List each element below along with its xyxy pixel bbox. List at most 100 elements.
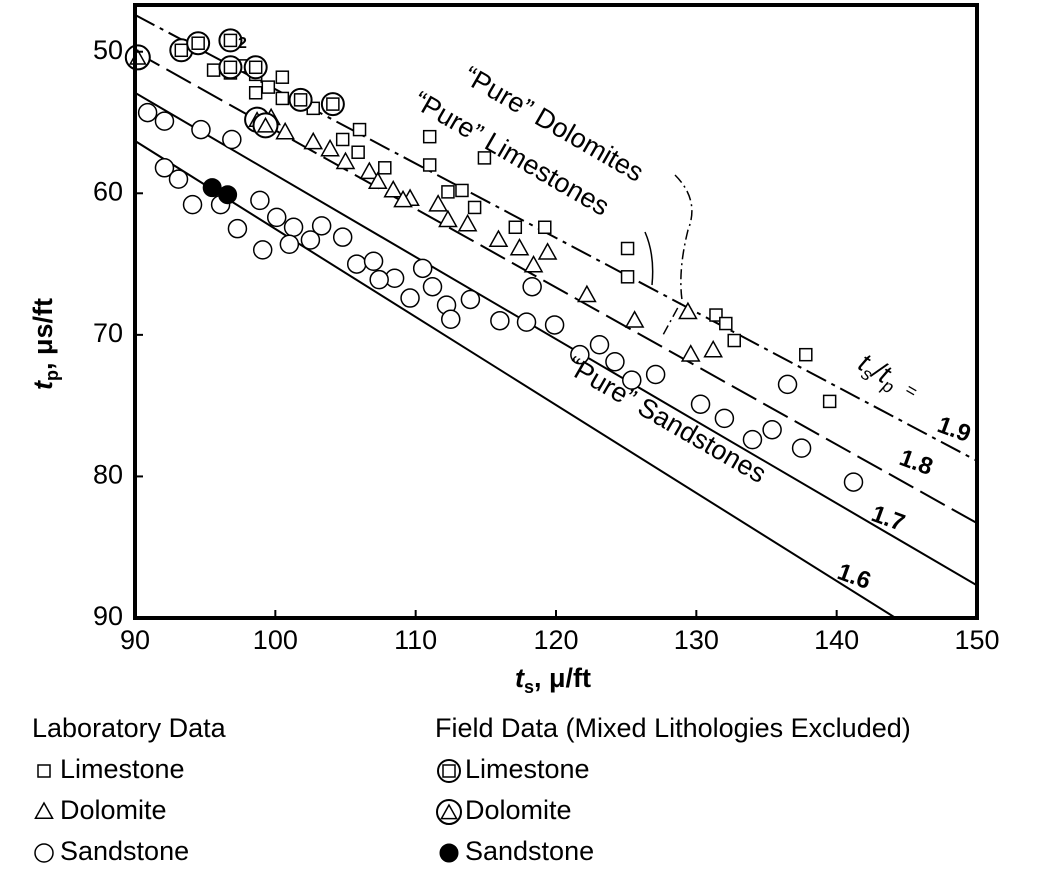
marker-dot bbox=[202, 178, 222, 198]
marker-triangle bbox=[34, 801, 54, 820]
marker-square bbox=[727, 333, 741, 348]
marker-circle bbox=[690, 394, 711, 414]
marker-part bbox=[422, 129, 437, 144]
marker-part bbox=[137, 102, 158, 123]
ratio-label: ts/tp = bbox=[852, 347, 924, 408]
marker-circle bbox=[227, 218, 248, 239]
marker-part bbox=[182, 194, 203, 215]
marker-part bbox=[369, 269, 389, 290]
marker-square bbox=[441, 185, 455, 199]
marker-part bbox=[275, 91, 290, 106]
line-label: 1.7 bbox=[868, 500, 909, 537]
x-tick-label: 120 bbox=[533, 625, 578, 655]
marker-circle bbox=[279, 234, 300, 255]
marker-triangle bbox=[680, 344, 701, 362]
marker-part bbox=[488, 229, 509, 248]
marker-part bbox=[412, 258, 433, 279]
marker-part bbox=[168, 169, 189, 189]
marker-triangle bbox=[457, 213, 478, 232]
marker-part bbox=[191, 119, 211, 140]
marker-part bbox=[690, 394, 711, 414]
marker-circle bbox=[742, 429, 763, 450]
marker-part bbox=[791, 438, 812, 458]
legend: Limestone Dolomite Sandstone Limestone Dolom… bbox=[34, 754, 594, 866]
marker-part bbox=[762, 419, 782, 440]
legend-title: Laboratory Data bbox=[32, 713, 227, 743]
marker-triangle bbox=[703, 339, 724, 358]
marker-triangle bbox=[393, 189, 413, 208]
marker-part bbox=[378, 161, 392, 175]
marker-part bbox=[544, 315, 565, 335]
y-tick-label: 80 bbox=[93, 460, 123, 490]
marker-part bbox=[455, 183, 469, 198]
marker-triangle bbox=[335, 151, 356, 170]
marker-part bbox=[266, 207, 287, 228]
line-label: 1.9 bbox=[934, 411, 975, 448]
marker-part bbox=[367, 171, 388, 190]
marker-part bbox=[428, 194, 448, 212]
marker-square bbox=[620, 270, 635, 284]
marker-circle bbox=[300, 230, 321, 250]
marker-part bbox=[335, 132, 350, 147]
marker-part bbox=[620, 270, 635, 284]
marker-part bbox=[326, 97, 340, 111]
marker-ring-square bbox=[437, 759, 461, 783]
x-tick-label: 100 bbox=[253, 625, 298, 655]
marker-triangle bbox=[275, 121, 295, 140]
marker-ring-square bbox=[218, 55, 243, 80]
marker-part bbox=[223, 33, 238, 48]
marker-part bbox=[222, 129, 242, 150]
marker-part bbox=[202, 178, 222, 198]
marker-circle bbox=[154, 158, 175, 178]
marker-ring-square bbox=[243, 55, 268, 80]
marker-square bbox=[799, 347, 813, 362]
marker-square bbox=[351, 145, 365, 159]
marker-part bbox=[589, 335, 610, 355]
marker-part bbox=[440, 803, 458, 820]
marker-circle bbox=[222, 129, 242, 150]
marker-square bbox=[467, 200, 482, 215]
marker-part bbox=[523, 254, 544, 273]
marker-part bbox=[490, 310, 510, 331]
marker-circle bbox=[332, 227, 353, 247]
x-tick-label: 130 bbox=[674, 625, 719, 655]
marker-circle bbox=[622, 370, 642, 390]
marker-part bbox=[467, 200, 482, 215]
marker-part bbox=[442, 764, 456, 778]
marker-part bbox=[714, 408, 735, 429]
marker-part bbox=[248, 60, 263, 75]
marker-part bbox=[352, 122, 367, 137]
marker-part bbox=[34, 843, 54, 863]
marker-part bbox=[37, 764, 51, 778]
marker-part bbox=[351, 145, 365, 159]
marker-square bbox=[422, 158, 437, 172]
marker-circle bbox=[266, 207, 287, 228]
marker-ring-square bbox=[320, 92, 345, 117]
marker-part bbox=[383, 179, 404, 198]
marker-part bbox=[522, 276, 542, 297]
marker-part bbox=[439, 843, 459, 863]
marker-part bbox=[191, 36, 205, 50]
marker-square bbox=[455, 183, 469, 198]
marker-circle bbox=[570, 344, 590, 365]
marker-part bbox=[227, 218, 248, 239]
x-tick-label: 110 bbox=[394, 625, 437, 655]
marker-circle bbox=[441, 309, 461, 330]
marker-dot bbox=[218, 185, 238, 205]
marker-part bbox=[537, 242, 558, 260]
marker-part bbox=[346, 254, 367, 274]
marker-part bbox=[422, 276, 443, 297]
marker-part bbox=[799, 347, 813, 362]
marker-part bbox=[248, 86, 263, 100]
marker-part bbox=[359, 161, 380, 180]
x-tick-label: 90 bbox=[120, 625, 150, 655]
x-tick-label: 150 bbox=[954, 625, 999, 655]
marker-square bbox=[275, 70, 290, 84]
marker-part bbox=[622, 370, 642, 390]
marker-part bbox=[223, 60, 238, 75]
line-label: 1.6 bbox=[834, 558, 875, 595]
legend-label: Dolomite bbox=[465, 795, 572, 825]
marker-part bbox=[218, 185, 238, 205]
leader-line bbox=[662, 174, 693, 336]
marker-part bbox=[516, 312, 537, 332]
